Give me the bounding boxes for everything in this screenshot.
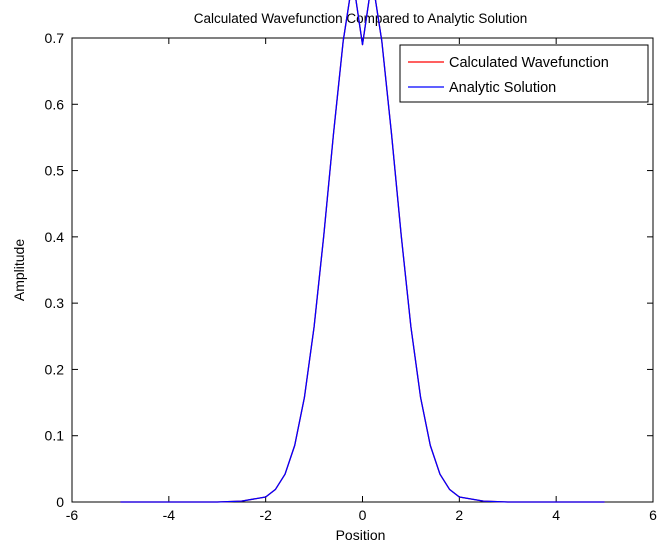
y-tick-label: 0.3 bbox=[45, 295, 65, 311]
legend-entry: Calculated Wavefunction bbox=[449, 55, 609, 71]
axis-ticks bbox=[71, 37, 654, 503]
y-tick-label: 0.6 bbox=[45, 96, 65, 112]
x-tick-label: -4 bbox=[163, 507, 176, 523]
legend: Calculated Wavefunction Analytic Solution bbox=[399, 44, 649, 103]
legend-entry: Analytic Solution bbox=[449, 80, 556, 96]
series-line-analytic bbox=[120, 0, 605, 503]
series-layer bbox=[120, 0, 605, 503]
plot-area-frame bbox=[71, 37, 654, 503]
tick-labels: -6 -4 -2 0 2 4 6 0 0.1 0.2 0.3 0.4 0.5 0.6 0.7 bbox=[45, 30, 657, 523]
x-tick-label: 2 bbox=[455, 507, 463, 523]
x-axis-label: Position bbox=[336, 527, 386, 543]
y-axis-label: Amplitude bbox=[11, 239, 27, 301]
y-tick-label: 0 bbox=[56, 494, 64, 510]
x-tick-label: -2 bbox=[259, 507, 272, 523]
y-tick-label: 0.1 bbox=[45, 428, 65, 444]
chart-title: Calculated Wavefunction Compared to Anal… bbox=[194, 11, 527, 26]
y-tick-label: 0.7 bbox=[45, 30, 65, 46]
y-tick-label: 0.2 bbox=[45, 361, 65, 377]
legend-box bbox=[399, 44, 649, 103]
x-tick-label: -6 bbox=[66, 507, 79, 523]
y-tick-label: 0.5 bbox=[45, 163, 65, 179]
x-tick-label: 0 bbox=[359, 507, 367, 523]
x-tick-label: 6 bbox=[649, 507, 657, 523]
x-tick-label: 4 bbox=[552, 507, 560, 523]
y-tick-label: 0.4 bbox=[45, 229, 65, 245]
